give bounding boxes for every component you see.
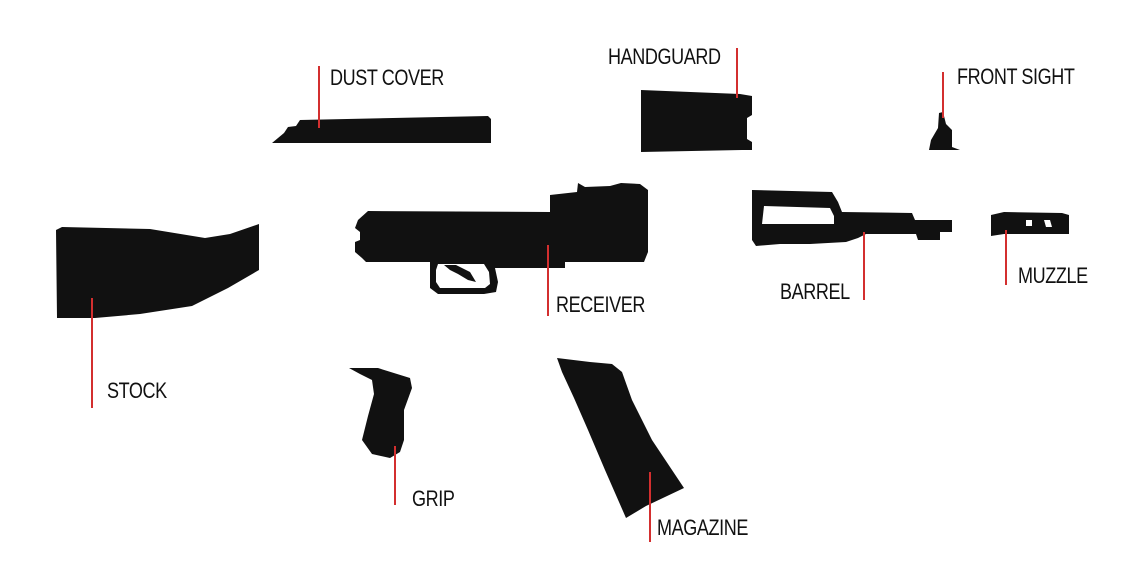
muzzle-port-2 — [1044, 220, 1052, 227]
trigger-shape — [444, 265, 476, 282]
stock-shape — [56, 224, 259, 318]
front-sight-shape — [929, 112, 960, 150]
stock-label: STOCK — [107, 378, 167, 403]
muzzle-port-1 — [1026, 220, 1032, 226]
dust-cover-label: DUST COVER — [330, 65, 444, 90]
muzzle-label: MUZZLE — [1018, 263, 1088, 288]
grip-shape — [349, 368, 412, 458]
receiver-shape — [355, 183, 648, 294]
receiver-label: RECEIVER — [556, 292, 645, 317]
dust-cover-shape — [272, 116, 491, 143]
front-sight-label: FRONT SIGHT — [957, 64, 1075, 89]
barrel-cutout — [762, 206, 834, 224]
handguard-shape — [641, 90, 752, 152]
grip-label: GRIP — [412, 486, 455, 511]
leader-lines — [91, 48, 1007, 542]
handguard-label: HANDGUARD — [608, 44, 721, 69]
magazine-label: MAGAZINE — [657, 515, 748, 540]
barrel-shape — [752, 190, 952, 246]
barrel-label: BARREL — [780, 279, 850, 304]
magazine-shape — [557, 358, 684, 518]
